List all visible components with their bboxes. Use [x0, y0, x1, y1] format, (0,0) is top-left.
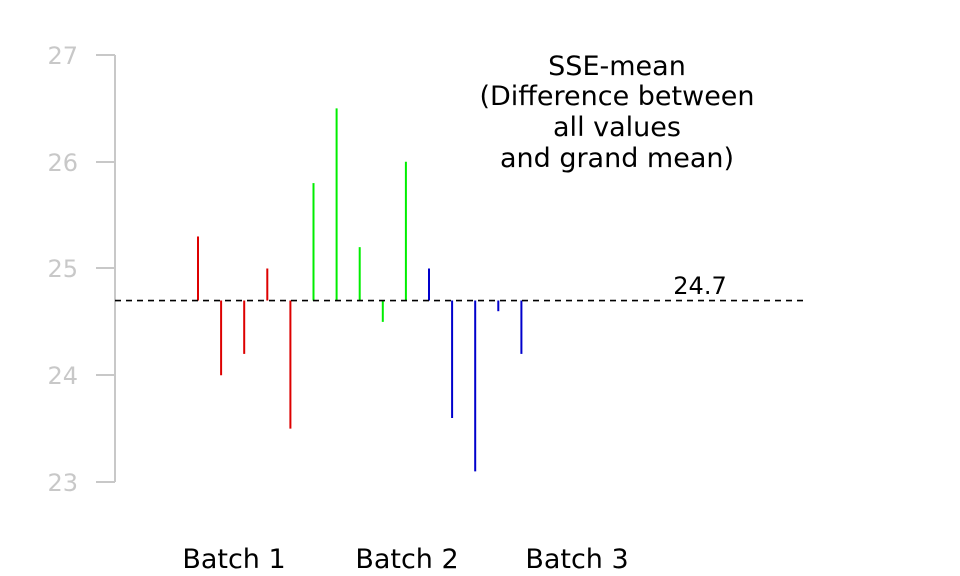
chart-title-line-1: SSE-mean: [548, 51, 686, 82]
grand-mean-label: 24.7: [673, 272, 726, 300]
category-label-batch-2: Batch 2: [355, 544, 458, 575]
y-tick-label-23: 23: [47, 469, 78, 497]
chart-title-line-4: and grand mean): [500, 143, 734, 174]
category-label-batch-3: Batch 3: [525, 544, 628, 575]
y-tick-label-25: 25: [47, 255, 78, 283]
y-tick-label-27: 27: [47, 42, 78, 70]
category-label-batch-1: Batch 1: [182, 544, 285, 575]
deviation-stems: [197, 108, 523, 472]
chart-title-line-2: (Difference between: [479, 81, 754, 112]
chart-title-line-3: all values: [553, 112, 681, 143]
y-tick-label-26: 26: [47, 149, 78, 177]
y-tick-label-24: 24: [47, 362, 78, 390]
